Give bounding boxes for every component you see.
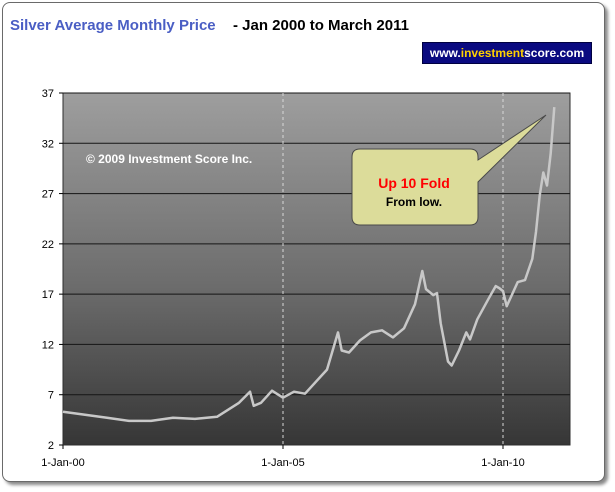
y-tick-label: 27 xyxy=(42,189,54,201)
x-tick-label: 1-Jan-05 xyxy=(261,457,304,469)
copyright-annotation: © 2009 Investment Score Inc. xyxy=(86,152,252,166)
brand-url-suffix: score.com xyxy=(524,46,585,60)
y-tick-label: 32 xyxy=(42,138,54,150)
series-line-silver-price xyxy=(62,107,556,423)
y-tick-label: 17 xyxy=(42,289,54,301)
plot-area xyxy=(62,92,571,446)
x-tick-labels: 1-Jan-00 1-Jan-05 1-Jan-10 xyxy=(41,445,525,469)
y-tick-label: 7 xyxy=(48,390,54,402)
x-tick-label: 1-Jan-10 xyxy=(481,457,524,469)
callout-subtitle: From low. xyxy=(386,195,442,209)
x-tick-label: 1-Jan-00 xyxy=(41,457,84,469)
callout-title: Up 10 Fold xyxy=(378,175,450,191)
y-gridlines xyxy=(63,92,570,396)
y-tick-label: 2 xyxy=(48,440,54,452)
chart-subtitle: - Jan 2000 to March 2011 xyxy=(233,17,409,34)
x-gridlines xyxy=(282,93,504,445)
y-tick-label: 12 xyxy=(42,339,54,351)
brand-url-badge[interactable]: www. investment score.com xyxy=(422,42,592,64)
y-tick-label: 22 xyxy=(42,239,54,251)
brand-url-highlight: investment xyxy=(460,46,525,60)
chart-title: Silver Average Monthly Price xyxy=(10,17,216,34)
y-tick-label: 37 xyxy=(42,88,54,100)
brand-url-prefix: www. xyxy=(429,46,461,60)
callout-bubble xyxy=(351,114,547,226)
